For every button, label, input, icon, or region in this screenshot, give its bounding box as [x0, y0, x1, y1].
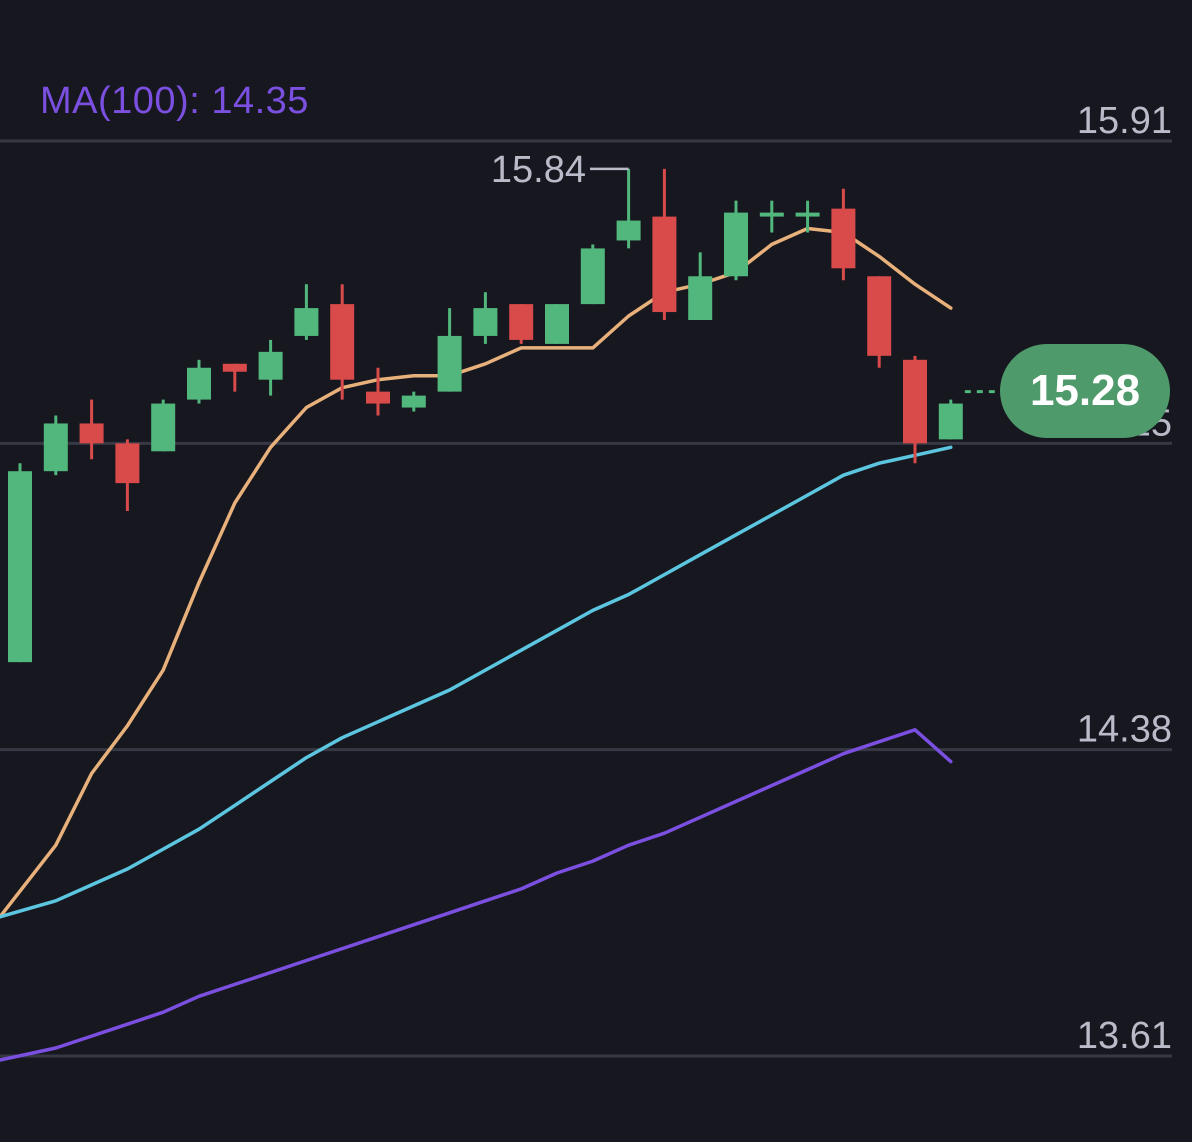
candle-body [580, 248, 605, 305]
candle-body [938, 403, 963, 440]
ma100-line [0, 728, 953, 1062]
candle-up [258, 339, 283, 396]
candle-body [437, 335, 462, 392]
candle-up [8, 463, 32, 663]
candle-body [8, 471, 32, 663]
candle-up [795, 200, 820, 233]
candle-up [43, 415, 68, 476]
candle-body [616, 220, 641, 241]
candle-body [330, 304, 355, 380]
candle-body [43, 423, 68, 472]
candle-down [79, 399, 104, 460]
candle-body [115, 443, 140, 484]
candle-up [473, 292, 498, 344]
candle-up [759, 200, 784, 233]
candle-up [688, 252, 713, 321]
candle-body [545, 304, 569, 344]
y-tick-label: 13.61 [1077, 1015, 1172, 1057]
candle-body [473, 308, 498, 336]
candle-body [831, 208, 856, 269]
candle-up [151, 399, 176, 452]
ma100-legend: MA(100): 14.35 [40, 80, 309, 122]
candle-body [294, 308, 319, 336]
candle-body [903, 359, 927, 444]
candle-body [795, 212, 820, 217]
candle-down [831, 188, 856, 281]
candle-up [616, 168, 641, 249]
candle-down [652, 168, 677, 321]
candle-up [580, 244, 605, 305]
y-tick-label: 15.91 [1077, 100, 1172, 142]
candle-body [652, 216, 677, 313]
ma-mid-line [0, 445, 953, 919]
candle-body [222, 363, 247, 372]
candle-up [187, 359, 211, 404]
candle-down [115, 439, 140, 511]
candle-up [401, 391, 426, 412]
candle-body [688, 276, 713, 321]
current-price-tag: 15.28 [1000, 344, 1170, 438]
ma-short-line [0, 226, 953, 919]
candle-body [151, 403, 176, 452]
candle-body [401, 395, 426, 408]
candle-up [938, 399, 963, 440]
candle-down [330, 284, 355, 400]
candle-down [509, 304, 534, 344]
candle-body [187, 367, 211, 400]
candle-up [437, 308, 462, 392]
candle-body [724, 212, 748, 277]
candle-body [366, 391, 390, 404]
candle-down [867, 276, 892, 368]
candle-up [294, 284, 319, 340]
candle-down [222, 363, 247, 392]
candle-body [759, 212, 784, 217]
high-marker-label: 15.84 [491, 149, 586, 191]
candle-body [79, 423, 104, 444]
candle-down [366, 367, 390, 416]
y-tick-label: 14.38 [1077, 709, 1172, 751]
candle-up [545, 304, 569, 344]
candle-body [867, 276, 892, 356]
candle-body [509, 304, 534, 340]
candle-up [724, 200, 748, 281]
candle-body [258, 351, 283, 380]
candle-down [903, 355, 927, 464]
